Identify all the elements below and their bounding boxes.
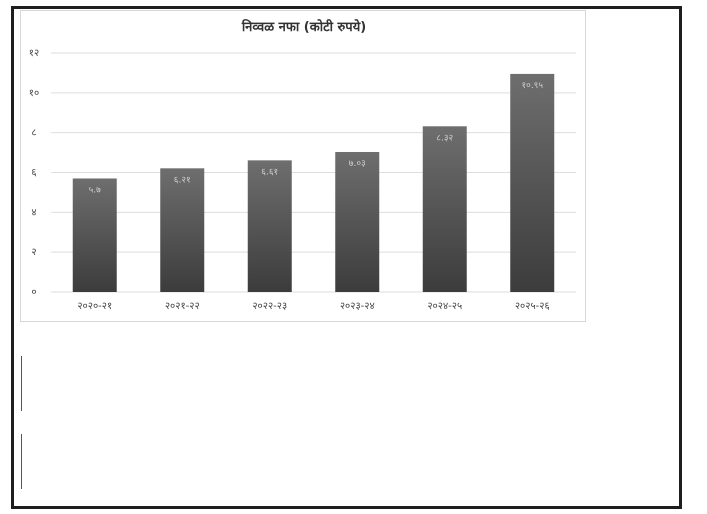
bar xyxy=(160,168,205,292)
bar-data-label: ५.७ xyxy=(89,185,102,195)
bar-data-label: ६.२१ xyxy=(174,175,191,185)
y-tick-label: ८ xyxy=(31,128,36,139)
bar xyxy=(247,160,292,292)
bar xyxy=(335,151,380,292)
y-tick-label: २ xyxy=(31,247,36,258)
x-tick-label: २०२४-२५ xyxy=(427,301,462,312)
x-tick-label: २०२२-२३ xyxy=(252,301,287,312)
bar-data-label: १०.९५ xyxy=(521,81,543,91)
x-tick-label: २०२१-२२ xyxy=(165,301,200,312)
x-tick-label: २०२०-२१ xyxy=(77,301,112,312)
chart-title: निव्वळ नफा (कोटी रुपये) xyxy=(241,20,367,35)
bar-data-label: ७.०३ xyxy=(349,159,366,169)
x-tick-label: २०२३-२४ xyxy=(340,301,375,312)
x-tick-label: २०२५-२६ xyxy=(515,301,550,312)
bar xyxy=(72,178,117,292)
y-tick-label: ४ xyxy=(31,207,36,218)
bar xyxy=(422,126,467,292)
bar xyxy=(510,73,555,292)
chart-svg: ० २ ४ ६ ८ १० १२ ५.७ २०२०-२१ ६.२१ २०२१-२२ ६.६१ २०२२-२… xyxy=(29,48,576,312)
y-tick-label: ६ xyxy=(31,168,36,179)
y-tick-label: १० xyxy=(29,88,39,99)
bar-data-label: ८.३२ xyxy=(436,133,453,143)
y-tick-label: ० xyxy=(31,287,36,298)
left-bracket-mark xyxy=(21,434,28,489)
left-bracket-mark xyxy=(21,356,28,411)
y-tick-label: १२ xyxy=(29,48,39,59)
bar-data-label: ६.६१ xyxy=(261,167,278,177)
